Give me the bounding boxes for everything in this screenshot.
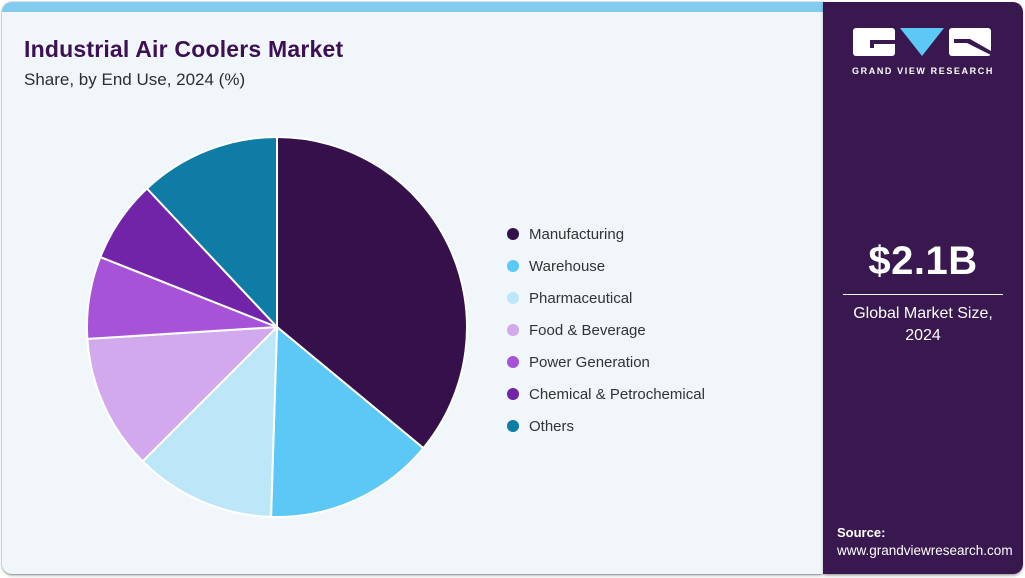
legend-label: Warehouse [529, 257, 606, 275]
pie-slice-food-beverage [86, 326, 278, 463]
legend: Manufacturing Warehouse Pharmaceutical Food… [507, 223, 705, 437]
pie-slice-manufacturing [276, 136, 468, 450]
legend-bullet-icon [507, 324, 519, 336]
market-size-divider [843, 294, 1003, 295]
pie-chart-svg [86, 136, 468, 518]
gvr-logo-icon [853, 28, 991, 56]
brand-block: GRAND VIEW RESEARCH [823, 26, 1023, 76]
source-block: Source: www.grandviewresearch.com [837, 525, 1015, 558]
page-title: Industrial Air Coolers Market [24, 36, 344, 62]
legend-label: Power Generation [529, 353, 650, 371]
market-size-value: $2.1B [868, 239, 978, 283]
pie-slice-pharmaceutical [141, 326, 278, 518]
pie-chart [77, 127, 477, 527]
legend-label: Food & Beverage [529, 321, 646, 339]
legend-item: Power Generation [507, 351, 705, 373]
legend-bullet-icon [507, 356, 519, 368]
legend-label: Others [529, 417, 575, 435]
source-label: Source: [837, 525, 886, 540]
market-size-caption: Global Market Size, 2024 [853, 305, 993, 344]
pie-slice-warehouse [270, 326, 425, 518]
market-size-block: $2.1B Global Market Size, 2024 [823, 239, 1023, 347]
page-subtitle: Share, by End Use, 2024 (%) [24, 70, 246, 89]
legend-item: Others [507, 415, 705, 437]
legend-item: Food & Beverage [507, 319, 705, 341]
legend-bullet-icon [507, 388, 519, 400]
legend-label: Pharmaceutical [529, 289, 633, 307]
accent-top-bar [2, 2, 823, 12]
pie-slice-others [145, 136, 278, 328]
legend-bullet-icon [507, 228, 519, 240]
legend-item: Chemical & Petrochemical [507, 383, 705, 405]
legend-bullet-icon [507, 292, 519, 304]
header: Industrial Air Coolers Market Share, by … [2, 12, 823, 90]
legend-bullet-icon [507, 260, 519, 272]
legend-label: Chemical & Petrochemical [529, 385, 705, 403]
legend-label: Manufacturing [529, 225, 625, 243]
legend-item: Pharmaceutical [507, 287, 705, 309]
brand-name: GRAND VIEW RESEARCH [852, 66, 994, 76]
source-url: www.grandviewresearch.com [837, 543, 1013, 558]
brand-sidebar: GRAND VIEW RESEARCH $2.1B Global Market … [823, 2, 1023, 574]
legend-bullet-icon [507, 420, 519, 432]
legend-item: Warehouse [507, 255, 705, 277]
legend-item: Manufacturing [507, 223, 705, 245]
chart-card: Industrial Air Coolers Market Share, by … [2, 2, 823, 574]
